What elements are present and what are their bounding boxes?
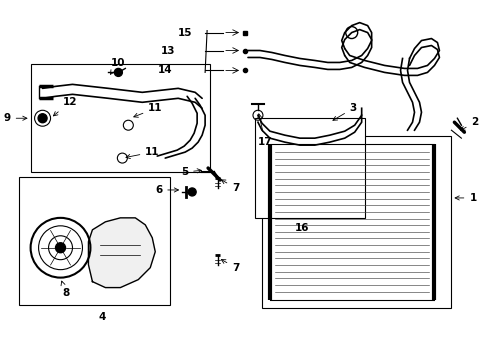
Bar [262, 136, 450, 307]
Circle shape [38, 114, 47, 123]
Bar [31, 64, 210, 172]
Text: 6: 6 [155, 185, 178, 195]
Text: 12: 12 [53, 97, 77, 116]
Text: 7: 7 [221, 260, 239, 273]
Text: 3: 3 [332, 103, 356, 120]
Text: 16: 16 [294, 223, 308, 233]
Text: 4: 4 [99, 312, 106, 323]
Bar [254, 118, 364, 218]
Circle shape [188, 188, 196, 196]
Text: 1: 1 [454, 193, 476, 203]
Text: 14: 14 [157, 66, 172, 76]
Text: 2: 2 [460, 117, 478, 130]
Text: 15: 15 [177, 28, 192, 37]
Text: 5: 5 [181, 167, 201, 177]
Text: 8: 8 [61, 281, 69, 298]
Text: 13: 13 [161, 45, 175, 55]
Bar [19, 177, 170, 305]
Text: 10: 10 [110, 58, 124, 74]
Circle shape [56, 243, 65, 253]
Text: 11: 11 [126, 147, 160, 159]
Circle shape [114, 68, 122, 76]
Polygon shape [88, 218, 155, 288]
Text: 17: 17 [257, 114, 272, 147]
Text: 9: 9 [3, 113, 27, 123]
Text: 11: 11 [134, 103, 163, 117]
Text: 7: 7 [221, 180, 239, 193]
